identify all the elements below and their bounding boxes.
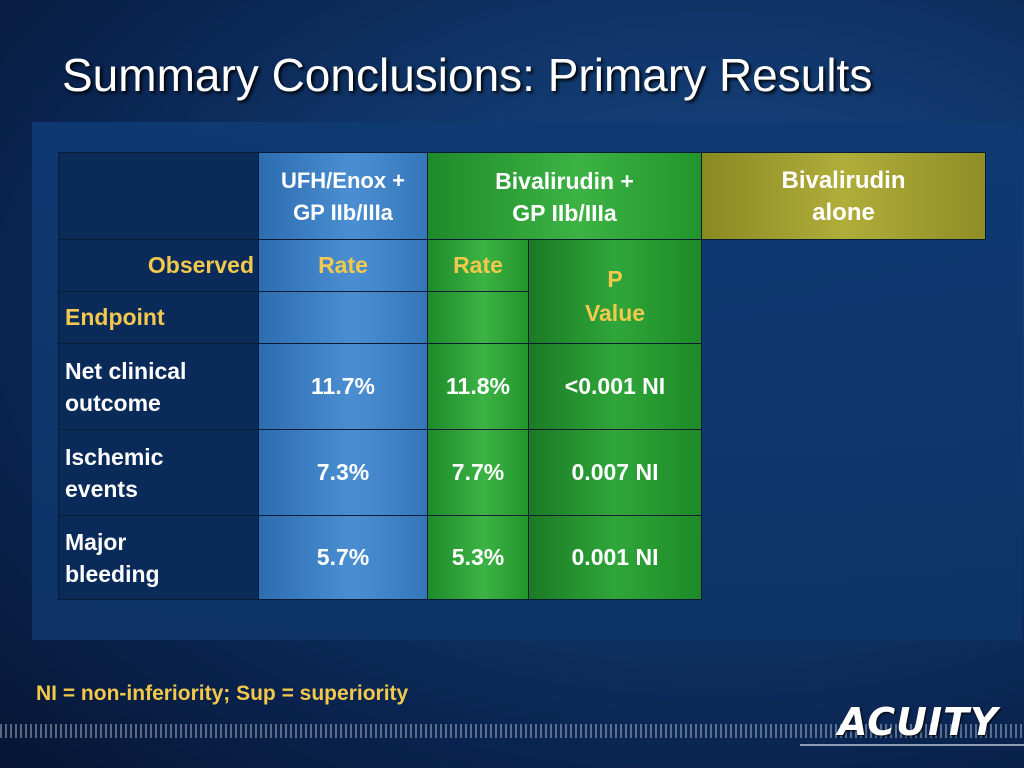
endpoint-name: Ischemic events <box>58 429 259 516</box>
header-biv-alone-line1: Bivalirudin <box>781 167 906 194</box>
header-bivalirudin-gp: Bivalirudin + GP IIb/IIIa <box>427 152 702 240</box>
table-row: Net clinical outcome 11.7% 11.8% <0.001 … <box>58 343 986 430</box>
header-ufh-enox: UFH/Enox + GP IIb/IIIa <box>258 152 428 240</box>
table-row: Major bleeding 5.7% 5.3% 0.001 NI <box>58 515 986 600</box>
ufh-rate-value: 11.7% <box>258 343 428 430</box>
ufh-rate-value: 5.7% <box>258 515 428 600</box>
header-biv-alone-line2: alone <box>812 199 875 226</box>
p-value: 0.007 NI <box>528 429 702 516</box>
endpoint-ufh-empty <box>258 291 428 344</box>
header-biv-gp-line1: Bivalirudin + <box>495 168 634 194</box>
header-ufh-line2: GP IIb/IIIa <box>293 200 393 225</box>
header-bivalirudin-alone: Bivalirudin alone <box>701 152 986 240</box>
endpoint-label: Endpoint <box>58 291 259 344</box>
header-biv-gp-line2: GP IIb/IIIa <box>512 200 617 226</box>
endpoint-line2: outcome <box>65 389 161 416</box>
endpoint-line1: Ischemic <box>65 443 164 470</box>
endpoint-line1: Net clinical <box>65 357 187 384</box>
table-corner-cell <box>58 152 259 240</box>
slide-title: Summary Conclusions: Primary Results <box>62 49 873 101</box>
biv-gp-rate-value: 5.3% <box>427 515 529 600</box>
endpoint-name: Major bleeding <box>58 515 259 600</box>
p-value-line1: P <box>607 266 623 292</box>
endpoint-line2: events <box>65 475 138 502</box>
bivalirudin-alone-empty <box>702 240 986 600</box>
logo-underline <box>800 744 1024 746</box>
rate-label-biv-gp: Rate <box>427 239 529 292</box>
endpoint-name: Net clinical outcome <box>58 343 259 430</box>
decorative-dot-band <box>0 724 1024 738</box>
observed-label: Observed <box>58 239 259 292</box>
endpoint-line1: Major <box>65 528 127 555</box>
p-value: 0.001 NI <box>528 515 702 600</box>
table-row: Ischemic events 7.3% 7.7% 0.007 NI <box>58 429 986 516</box>
endpoint-line2: bleeding <box>65 560 160 587</box>
endpoint-biv-gp-empty <box>427 291 529 344</box>
ufh-rate-value: 7.3% <box>258 429 428 516</box>
p-value-line2: Value <box>584 300 646 326</box>
results-table: UFH/Enox + GP IIb/IIIa Bivalirudin + GP … <box>58 152 986 600</box>
biv-gp-rate-value: 7.7% <box>427 429 529 516</box>
footnote: NI = non-inferiority; Sup = superiority <box>36 682 409 705</box>
p-value-label: P Value <box>528 239 702 344</box>
p-value: <0.001 NI <box>528 343 702 430</box>
header-ufh-line1: UFH/Enox + <box>280 168 406 193</box>
acuity-logo: ACUITY <box>838 700 999 744</box>
biv-gp-rate-value: 11.8% <box>427 343 529 430</box>
rate-label-ufh: Rate <box>258 239 428 292</box>
